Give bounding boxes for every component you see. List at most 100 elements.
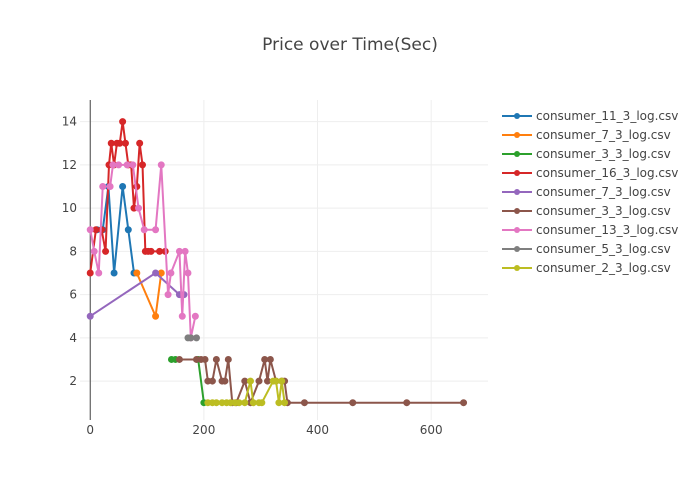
y-tick-label: 14: [62, 115, 77, 129]
legend-item[interactable]: consumer_11_3_log.csv: [502, 109, 678, 123]
data-point: [157, 161, 165, 169]
legend-marker: [514, 227, 520, 233]
legend[interactable]: consumer_11_3_log.csv consumer_7_3_log.cs…: [502, 109, 678, 275]
legend-marker: [514, 151, 520, 157]
data-point: [119, 118, 127, 126]
data-point: [90, 247, 98, 255]
data-point: [261, 355, 269, 363]
y-tick-label: 2: [69, 374, 77, 388]
data-point: [86, 269, 94, 277]
legend-marker: [514, 113, 520, 119]
data-point: [201, 355, 209, 363]
legend-label: consumer_2_3_log.csv: [536, 261, 671, 275]
legend-item[interactable]: consumer_7_3_log.csv: [502, 185, 671, 199]
data-point: [123, 161, 131, 169]
series-layer: [86, 118, 468, 407]
data-point: [266, 355, 274, 363]
data-point: [212, 355, 220, 363]
data-point: [235, 399, 243, 407]
y-tick-label: 10: [62, 201, 77, 215]
legend-marker: [514, 265, 520, 271]
legend-item[interactable]: consumer_16_3_log.csv: [502, 166, 678, 180]
x-tick-label: 600: [420, 423, 443, 437]
legend-label: consumer_11_3_log.csv: [536, 109, 678, 123]
data-point: [178, 312, 186, 320]
data-point: [107, 139, 115, 147]
data-point: [124, 226, 132, 234]
legend-marker: [514, 189, 520, 195]
data-point: [164, 291, 172, 299]
y-tick-label: 4: [69, 331, 77, 345]
data-point: [241, 399, 249, 407]
chart-title: Price over Time(Sec): [262, 35, 438, 55]
data-point: [349, 399, 357, 407]
y-tick-label: 6: [69, 288, 77, 302]
data-point: [281, 399, 289, 407]
data-point: [156, 247, 164, 255]
y-tick-label: 12: [62, 158, 77, 172]
data-point: [129, 161, 137, 169]
legend-item[interactable]: consumer_3_3_log.csv: [502, 204, 671, 218]
data-point: [99, 182, 107, 190]
legend-label: consumer_3_3_log.csv: [536, 147, 671, 161]
data-point: [175, 247, 183, 255]
data-point: [249, 399, 257, 407]
data-point: [152, 312, 160, 320]
legend-marker: [514, 208, 520, 214]
data-point: [300, 399, 308, 407]
data-point: [135, 204, 143, 212]
data-point: [192, 334, 200, 342]
x-tick-label: 400: [306, 423, 329, 437]
data-point: [208, 377, 216, 385]
data-point: [110, 269, 118, 277]
legend-label: consumer_5_3_log.csv: [536, 242, 671, 256]
data-point: [187, 334, 195, 342]
series-8: [184, 334, 200, 342]
series-9: [204, 377, 289, 407]
data-point: [272, 377, 280, 385]
axes-layer: 0 200 400 600 2 4 6 8 10 12 14: [62, 100, 443, 437]
data-point: [460, 399, 468, 407]
data-point: [121, 139, 129, 147]
legend-item[interactable]: consumer_5_3_log.csv: [502, 242, 671, 256]
legend-label: consumer_13_3_log.csv: [536, 223, 678, 237]
legend-label: consumer_3_3_log.csv: [536, 204, 671, 218]
legend-label: consumer_7_3_log.csv: [536, 185, 671, 199]
data-point: [116, 139, 124, 147]
data-point: [184, 269, 192, 277]
data-point: [181, 247, 189, 255]
data-point: [255, 377, 263, 385]
data-point: [106, 182, 114, 190]
legend-item[interactable]: consumer_7_3_log.csv: [502, 128, 671, 142]
y-tick-label: 8: [69, 244, 77, 258]
data-point: [275, 399, 283, 407]
data-point: [152, 269, 160, 277]
data-point: [152, 226, 160, 234]
data-point: [221, 377, 229, 385]
data-point: [278, 377, 286, 385]
legend-marker: [514, 132, 520, 138]
data-point: [191, 312, 199, 320]
x-tick-label: 200: [192, 423, 215, 437]
legend-item[interactable]: consumer_3_3_log.csv: [502, 147, 671, 161]
data-point: [258, 399, 266, 407]
data-point: [147, 247, 155, 255]
x-tick-label: 0: [86, 423, 94, 437]
data-point: [175, 355, 183, 363]
legend-item[interactable]: consumer_2_3_log.csv: [502, 261, 671, 275]
data-point: [264, 377, 272, 385]
legend-marker: [514, 246, 520, 252]
data-point: [86, 312, 94, 320]
data-point: [86, 226, 94, 234]
data-point: [119, 182, 127, 190]
legend-item[interactable]: consumer_13_3_log.csv: [502, 223, 678, 237]
data-point: [246, 377, 254, 385]
data-point: [92, 226, 100, 234]
data-point: [140, 226, 148, 234]
data-point: [167, 269, 175, 277]
data-point: [115, 161, 123, 169]
series-6: [175, 355, 468, 407]
data-point: [212, 399, 220, 407]
